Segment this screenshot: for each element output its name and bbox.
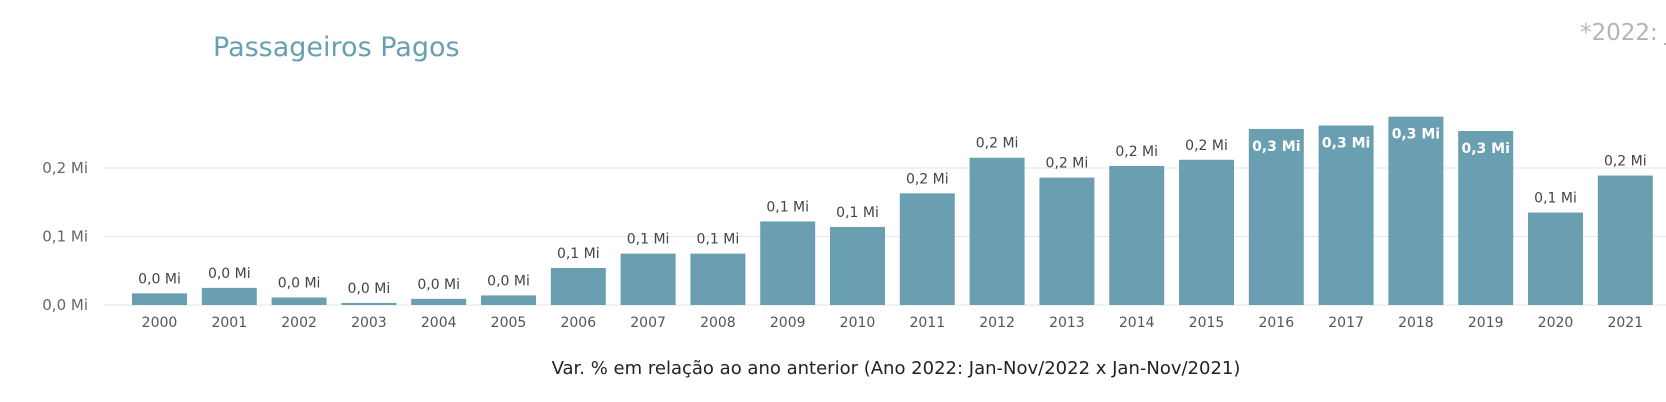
x-tick-label: 2021 [1607, 315, 1643, 331]
x-tick-label: 2008 [700, 315, 736, 331]
x-tick-label: 2001 [211, 315, 247, 331]
data-label: 0,3 Mi [1392, 127, 1440, 143]
bar [1039, 177, 1095, 305]
bar [690, 253, 746, 305]
x-tick-label: 2020 [1538, 315, 1574, 331]
x-tick-label: 2011 [909, 315, 945, 331]
data-label: 0,3 Mi [1252, 139, 1300, 155]
y-tick-label: 0,1 Mi [42, 228, 88, 246]
x-tick-label: 2000 [142, 315, 178, 331]
bar [1248, 128, 1304, 305]
x-tick-label: 2019 [1468, 315, 1504, 331]
bar [341, 302, 397, 305]
bar [481, 295, 536, 305]
data-label: 0,0 Mi [138, 271, 181, 287]
data-label: 0,0 Mi [417, 277, 460, 293]
x-tick-label: 2004 [421, 315, 457, 331]
data-label: 0,1 Mi [766, 199, 809, 215]
x-tick-label: 2014 [1119, 315, 1155, 331]
data-label: 0,2 Mi [976, 136, 1019, 152]
data-label: 0,3 Mi [1461, 141, 1509, 157]
x-tick-label: 2016 [1258, 315, 1294, 331]
data-label: 0,0 Mi [208, 266, 251, 282]
data-label: 0,3 Mi [1322, 136, 1370, 152]
bar [271, 297, 327, 305]
bar [620, 253, 676, 305]
data-label: 0,0 Mi [278, 275, 321, 291]
data-label: 0,2 Mi [1046, 156, 1089, 172]
bar [1388, 116, 1444, 305]
x-tick-label: 2013 [1049, 315, 1085, 331]
bar [132, 293, 187, 305]
y-tick-label: 0,0 Mi [42, 296, 88, 314]
bar [201, 287, 257, 305]
data-label: 0,1 Mi [627, 232, 670, 248]
x-tick-label: 2012 [979, 315, 1015, 331]
bar [1179, 159, 1234, 305]
y-tick-label: 0,2 Mi [42, 159, 88, 177]
bar [1109, 165, 1165, 305]
bar [1597, 175, 1653, 305]
data-label: 0,1 Mi [557, 246, 600, 262]
x-tick-label: 2003 [351, 315, 387, 331]
x-tick-label: 2005 [491, 315, 527, 331]
x-tick-label: 2002 [281, 315, 317, 331]
data-label: 0,2 Mi [906, 171, 949, 187]
footer-caption: Var. % em relação ao ano anterior (Ano 2… [551, 358, 1241, 379]
bar [411, 298, 467, 305]
data-label: 0,1 Mi [836, 205, 879, 221]
period-note: *2022: Ja [1580, 20, 1666, 46]
x-tick-label: 2009 [770, 315, 806, 331]
data-label: 0,2 Mi [1115, 144, 1158, 160]
data-label: 0,1 Mi [1534, 191, 1577, 207]
x-tick-label: 2006 [560, 315, 596, 331]
data-label: 0,2 Mi [1185, 138, 1228, 154]
bar [1528, 212, 1583, 305]
bar [969, 157, 1025, 305]
data-label: 0,2 Mi [1604, 154, 1647, 170]
bar [1318, 125, 1374, 305]
x-tick-label: 2010 [840, 315, 876, 331]
data-label: 0,1 Mi [697, 232, 740, 248]
bar [1458, 131, 1514, 305]
chart-title: Passageiros Pagos [213, 32, 460, 63]
data-label: 0,0 Mi [348, 281, 391, 297]
x-tick-label: 2007 [630, 315, 666, 331]
bar [830, 226, 885, 305]
bar [760, 221, 816, 305]
bar [550, 268, 606, 305]
x-tick-label: 2015 [1189, 315, 1225, 331]
x-tick-label: 2017 [1328, 315, 1364, 331]
data-label: 0,0 Mi [487, 273, 530, 289]
bar [899, 193, 955, 305]
x-tick-label: 2018 [1398, 315, 1434, 331]
